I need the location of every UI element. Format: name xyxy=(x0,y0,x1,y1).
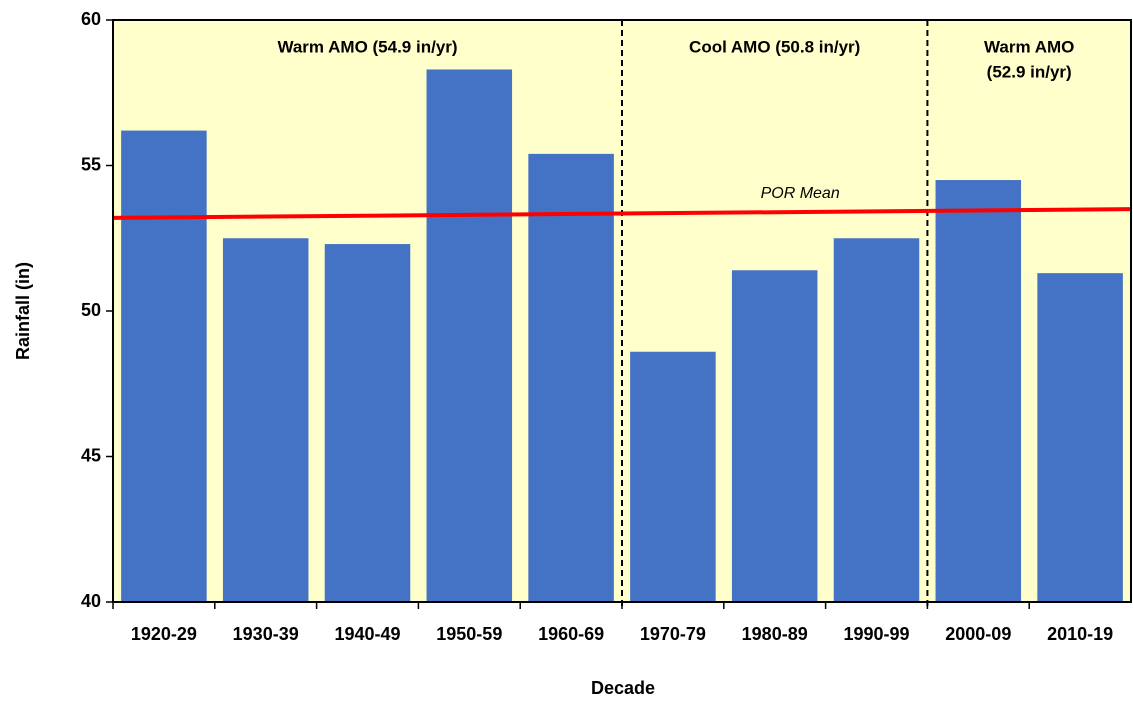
bar xyxy=(426,69,513,603)
bar xyxy=(833,238,920,602)
bar xyxy=(222,238,309,602)
y-tick-label: 40 xyxy=(81,591,101,611)
plot-frame xyxy=(112,19,1132,603)
bar xyxy=(731,270,818,602)
period-label: Warm AMO (54.9 in/yr) xyxy=(277,37,457,56)
period-label: Cool AMO (50.8 in/yr) xyxy=(689,37,860,56)
x-tick-label: 1990-99 xyxy=(843,624,909,644)
reference-label: POR Mean xyxy=(761,185,840,202)
bar xyxy=(324,244,411,602)
x-axis-title: Decade xyxy=(591,678,655,698)
x-tick-label: 1950-59 xyxy=(436,624,502,644)
period-label: (52.9 in/yr) xyxy=(987,62,1072,81)
bar xyxy=(121,130,207,602)
x-tick-label: 2000-09 xyxy=(945,624,1011,644)
period-label: Warm AMO xyxy=(984,37,1074,56)
y-axis-title: Rainfall (in) xyxy=(13,262,33,360)
bar xyxy=(1037,273,1123,602)
x-tick-label: 2010-19 xyxy=(1047,624,1113,644)
y-tick-label: 50 xyxy=(81,300,101,320)
x-tick-label: 1980-89 xyxy=(742,624,808,644)
bar xyxy=(935,180,1022,603)
y-tick-label: 55 xyxy=(81,154,101,174)
x-tick-label: 1920-29 xyxy=(131,624,197,644)
x-tick-label: 1960-69 xyxy=(538,624,604,644)
bar xyxy=(528,153,614,603)
x-tick-label: 1930-39 xyxy=(233,624,299,644)
bar xyxy=(630,351,716,602)
y-tick-label: 45 xyxy=(81,445,101,465)
y-tick-label: 60 xyxy=(81,9,101,29)
x-tick-label: 1970-79 xyxy=(640,624,706,644)
reference-line xyxy=(112,207,1132,220)
x-tick-label: 1940-49 xyxy=(334,624,400,644)
